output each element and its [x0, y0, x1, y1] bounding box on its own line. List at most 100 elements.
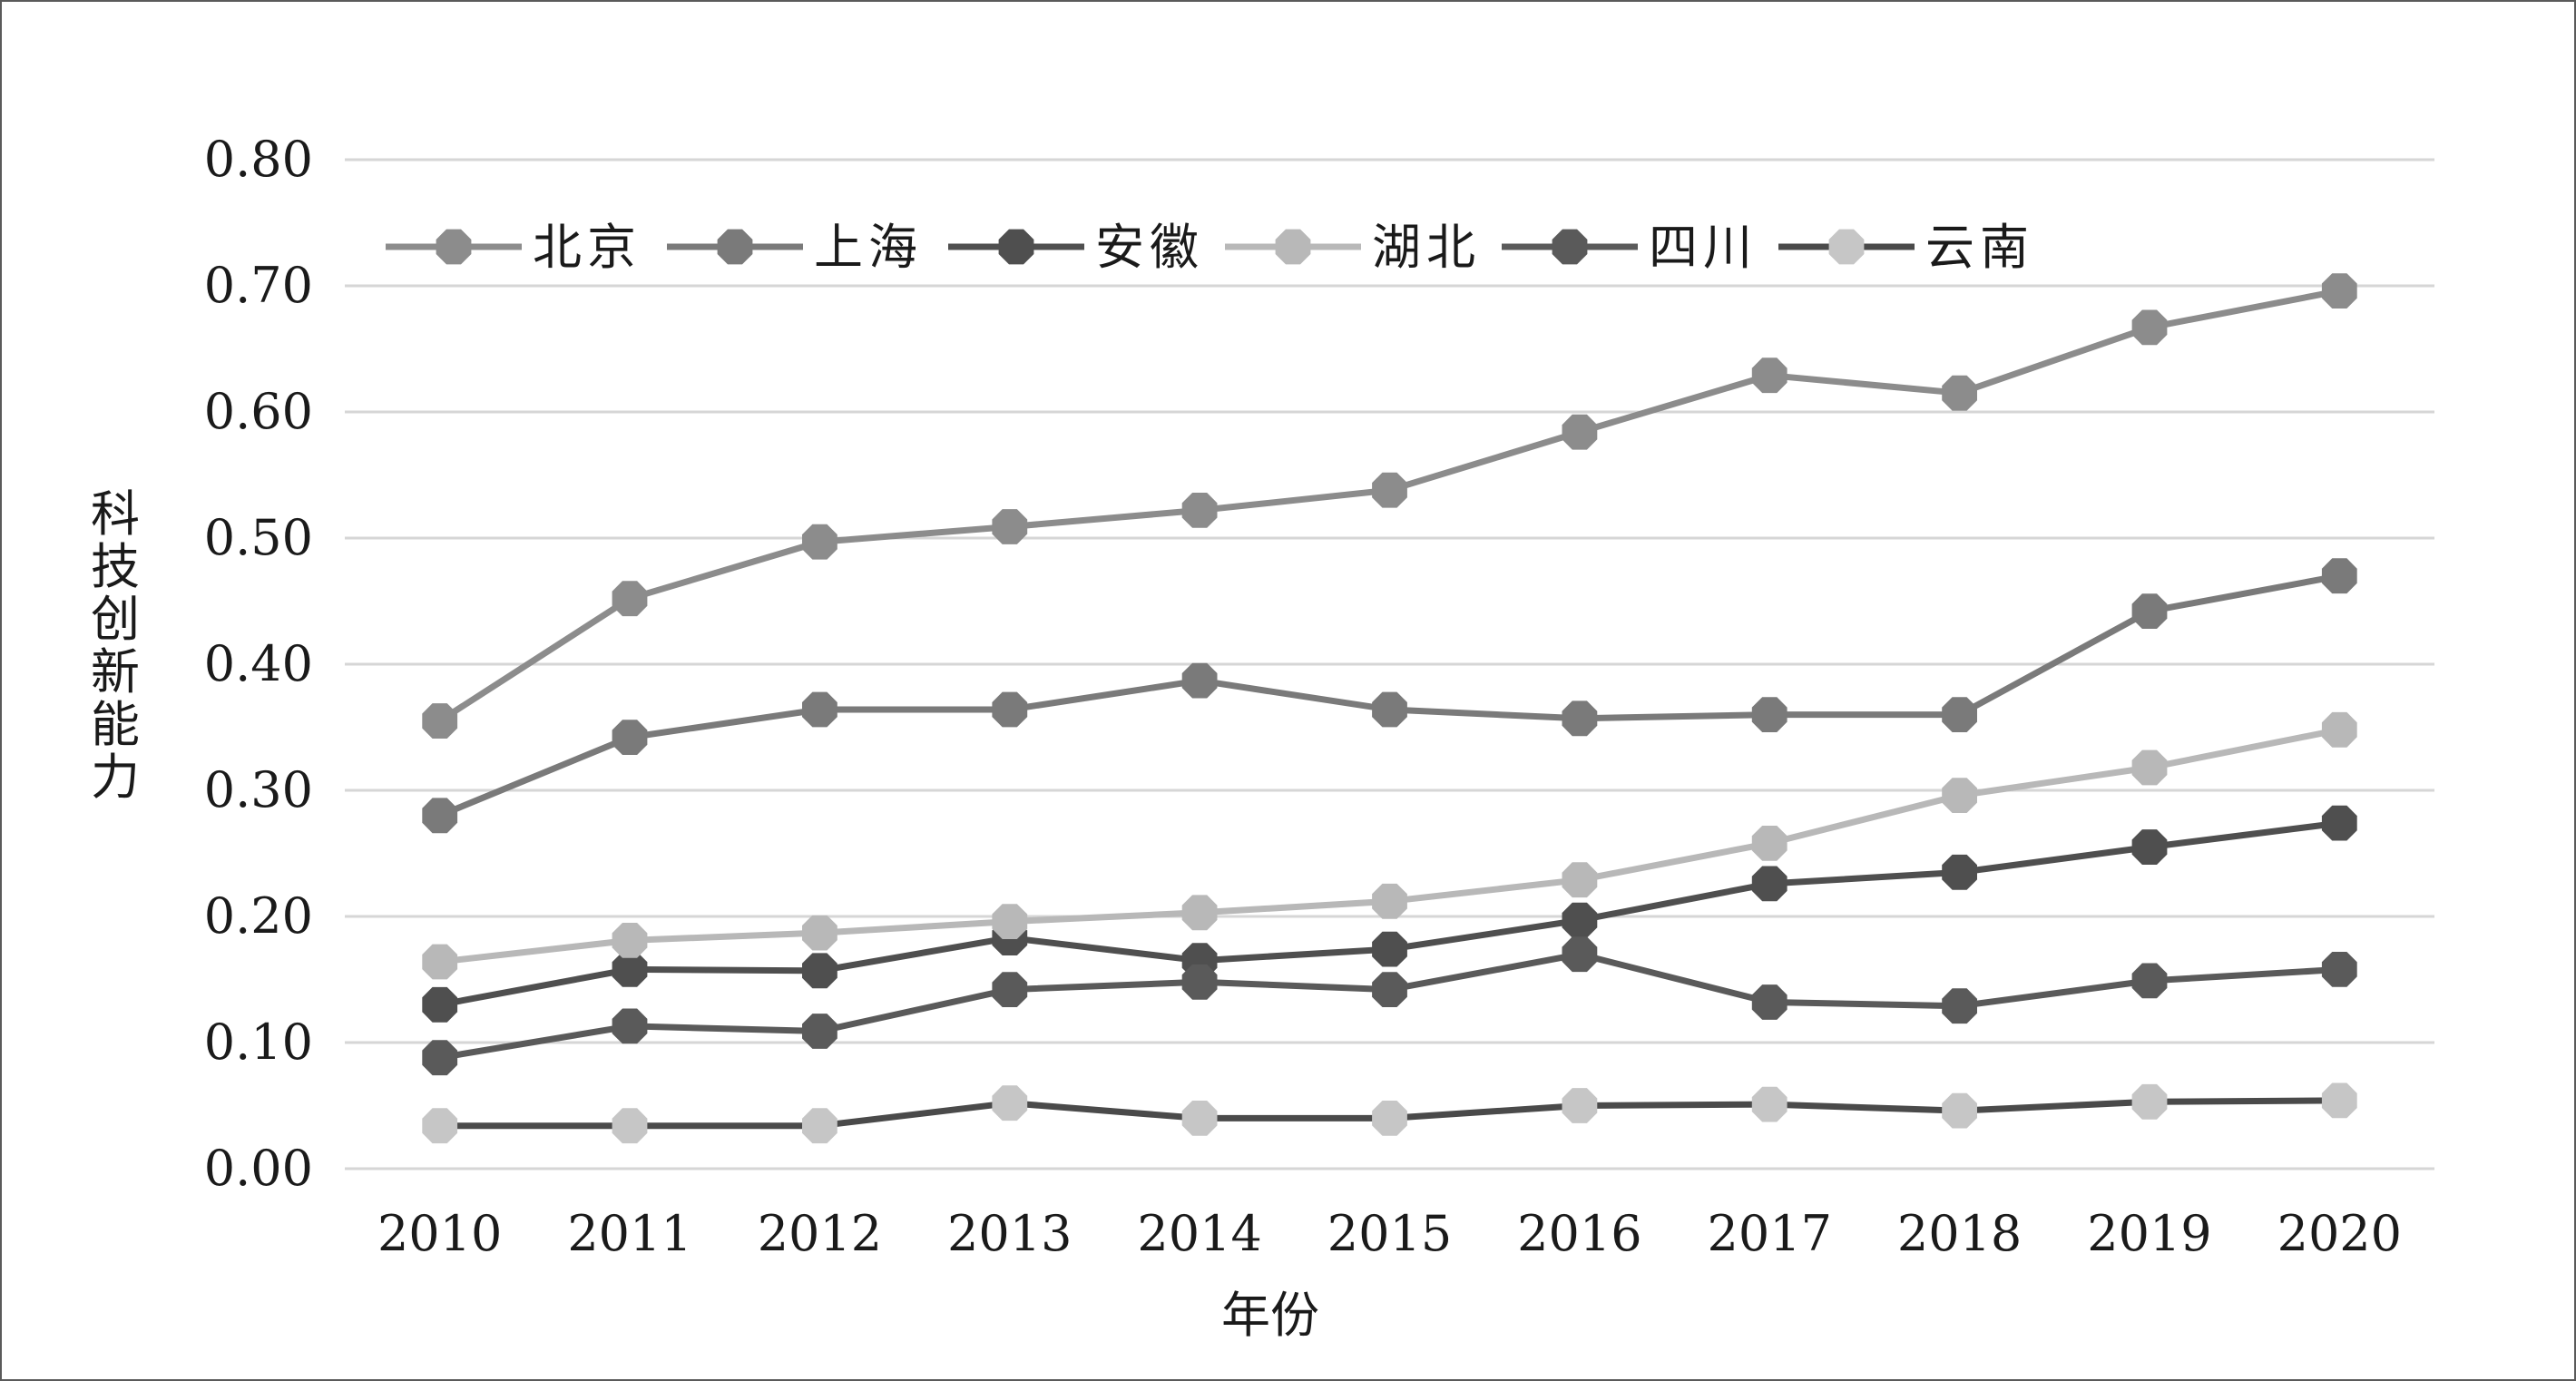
legend-item: 上海 — [667, 219, 923, 276]
legend-marker — [436, 229, 472, 265]
data-point — [802, 1014, 837, 1049]
series-5 — [422, 936, 2357, 1076]
data-point — [422, 703, 458, 739]
data-point — [1751, 697, 1788, 732]
data-point — [1751, 357, 1788, 394]
legend-label: 安徽 — [1095, 219, 1204, 276]
series-group — [422, 273, 2357, 1144]
data-point — [802, 524, 837, 560]
legend-marker — [717, 229, 753, 265]
data-point — [1562, 414, 1598, 450]
y-tick-label: 0.60 — [204, 383, 313, 440]
data-point — [1372, 472, 1407, 508]
legend-item: 安徽 — [948, 219, 1204, 276]
y-axis-title-char: 技 — [91, 538, 140, 595]
data-point — [1181, 493, 1218, 528]
data-point — [992, 972, 1028, 1007]
x-tick-label: 2011 — [567, 1205, 691, 1262]
data-point — [1942, 778, 1977, 813]
legend-label: 北京 — [533, 219, 642, 276]
data-point — [1372, 972, 1407, 1007]
data-point — [1942, 988, 1977, 1024]
y-axis-title-char: 创 — [91, 591, 140, 648]
data-point — [1372, 883, 1407, 919]
legend-label: 上海 — [814, 219, 923, 276]
x-axis-ticks: 2010 2011 2012 2013 2014 2015 2016 2017 2018 2019… — [377, 1205, 2402, 1262]
data-point — [2131, 593, 2168, 629]
data-point — [1372, 691, 1407, 728]
data-point — [1751, 1086, 1788, 1122]
legend-label: 四川 — [1649, 219, 1758, 276]
data-point — [1942, 697, 1977, 732]
data-point — [1942, 375, 1977, 411]
data-point — [1181, 1101, 1218, 1136]
x-tick-label: 2016 — [1517, 1205, 1641, 1262]
data-point — [1751, 984, 1788, 1020]
data-point — [2131, 309, 2168, 346]
data-point — [1562, 1088, 1598, 1123]
data-point — [1181, 964, 1218, 1000]
legend-item: 北京 — [386, 219, 642, 276]
series-4 — [422, 711, 2357, 980]
series-2 — [422, 558, 2357, 834]
data-point — [2131, 963, 2168, 999]
data-point — [1181, 662, 1218, 699]
data-point — [612, 1108, 648, 1144]
x-tick-label: 2015 — [1327, 1205, 1452, 1262]
legend-marker — [1828, 229, 1865, 265]
series-1 — [422, 273, 2357, 739]
series-6 — [422, 1082, 2357, 1144]
x-tick-label: 2013 — [947, 1205, 1072, 1262]
data-point — [2321, 273, 2357, 309]
y-tick-label: 0.40 — [204, 635, 313, 692]
data-point — [802, 953, 837, 989]
data-point — [2131, 1083, 2168, 1120]
x-tick-label: 2019 — [2087, 1205, 2211, 1262]
data-point — [612, 720, 648, 755]
data-point — [992, 1085, 1028, 1121]
legend-marker — [1552, 229, 1588, 265]
x-tick-label: 2017 — [1708, 1205, 1832, 1262]
legend: 北京 上海 安徽 湖北 四川 云南 — [386, 219, 2029, 276]
data-point — [2321, 711, 2357, 748]
legend-item: 湖北 — [1225, 219, 1481, 276]
data-point — [1181, 895, 1218, 931]
legend-label: 湖北 — [1372, 219, 1481, 276]
data-point — [2321, 1082, 2357, 1119]
data-point — [802, 691, 837, 728]
legend-marker — [998, 229, 1034, 265]
data-point — [422, 944, 458, 980]
data-point — [422, 1108, 458, 1144]
data-point — [422, 1040, 458, 1076]
x-tick-label: 2018 — [1897, 1205, 2022, 1262]
data-point — [1372, 931, 1407, 967]
data-point — [1562, 902, 1598, 938]
y-tick-label: 0.00 — [204, 1140, 313, 1197]
y-axis-title-char: 能 — [91, 696, 140, 753]
data-point — [802, 915, 837, 951]
data-point — [992, 904, 1028, 939]
y-axis-title-char: 力 — [91, 749, 140, 806]
series-line — [439, 726, 2340, 965]
data-point — [1942, 1092, 1977, 1129]
data-point — [612, 952, 648, 987]
y-tick-label: 0.80 — [204, 131, 313, 188]
legend-marker — [1275, 229, 1311, 265]
gridlines — [345, 158, 2434, 1170]
data-point — [2321, 805, 2357, 841]
data-point — [992, 509, 1028, 544]
data-point — [2131, 749, 2168, 786]
data-point — [422, 798, 458, 834]
data-point — [612, 1008, 648, 1044]
x-tick-label: 2010 — [377, 1205, 502, 1262]
data-point — [612, 581, 648, 617]
y-tick-label: 0.10 — [204, 1014, 313, 1071]
y-tick-label: 0.50 — [204, 509, 313, 566]
y-axis-ticks: 0.00 0.10 0.20 0.30 0.40 0.50 0.60 0.70 0.80 — [204, 131, 313, 1197]
data-point — [2131, 829, 2168, 865]
data-point — [992, 691, 1028, 728]
data-point — [1751, 826, 1788, 861]
x-tick-label: 2020 — [2277, 1205, 2402, 1262]
